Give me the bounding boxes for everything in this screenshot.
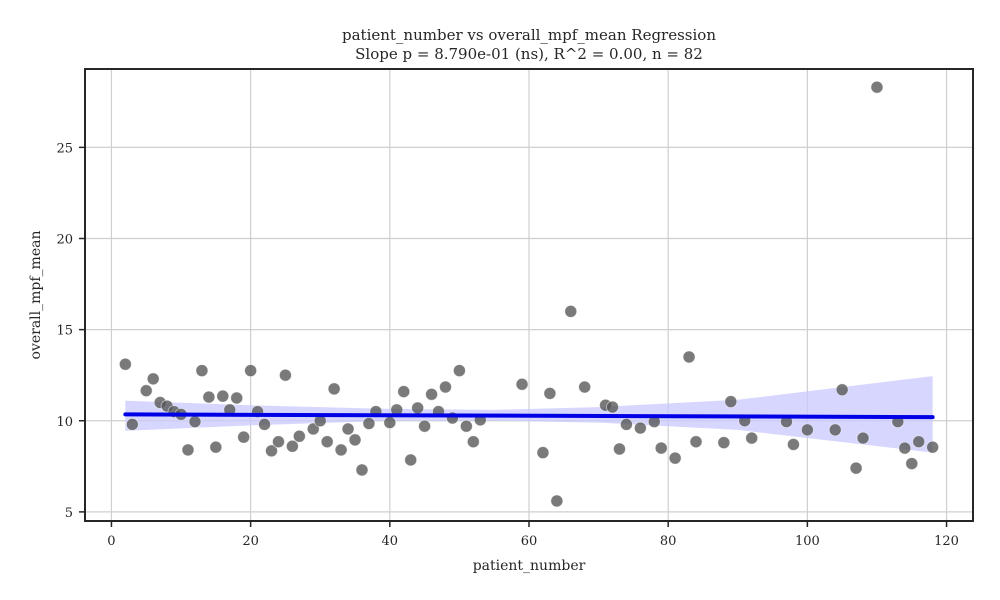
scatter-point bbox=[341, 422, 355, 436]
scatter-point bbox=[543, 387, 557, 400]
scatter-point bbox=[459, 419, 473, 433]
scatter-point bbox=[188, 415, 202, 429]
x-tick-label: 80 bbox=[660, 534, 677, 549]
scatter-point bbox=[835, 383, 849, 397]
scatter-point bbox=[355, 463, 369, 477]
scatter-point bbox=[550, 494, 564, 508]
scatter-point bbox=[870, 80, 884, 94]
y-tick-label: 10 bbox=[56, 415, 73, 430]
scatter-point bbox=[926, 440, 940, 454]
scatter-point bbox=[682, 350, 696, 364]
x-tick-label: 60 bbox=[521, 534, 538, 549]
scatter-point bbox=[320, 435, 334, 449]
scatter-point bbox=[515, 377, 529, 391]
scatter-point bbox=[404, 453, 418, 467]
scatter-point bbox=[195, 364, 209, 378]
scatter-point bbox=[613, 442, 626, 456]
scatter-point bbox=[209, 440, 223, 454]
scatter-point bbox=[118, 357, 132, 371]
scatter-point bbox=[849, 461, 863, 475]
scatter-point bbox=[668, 451, 682, 465]
scatter-point bbox=[285, 439, 299, 453]
scatter-point bbox=[578, 380, 592, 394]
y-axis-label: overall_mpf_mean bbox=[28, 231, 44, 360]
scatter-point bbox=[898, 441, 912, 455]
scatter-point bbox=[453, 364, 466, 378]
chart-title: patient_number vs overall_mpf_mean Regre… bbox=[342, 26, 716, 44]
x-tick-label: 20 bbox=[242, 534, 259, 549]
scatter-point bbox=[237, 430, 251, 444]
scatter-point bbox=[139, 384, 153, 398]
scatter-point bbox=[327, 382, 341, 396]
scatter-point bbox=[606, 400, 619, 414]
chart-subtitle: Slope p = 8.790e-01 (ns), R^2 = 0.00, n … bbox=[355, 45, 703, 63]
scatter-point bbox=[717, 436, 731, 450]
scatter-point bbox=[689, 435, 703, 449]
x-tick-label: 100 bbox=[795, 534, 820, 549]
scatter-point bbox=[216, 389, 230, 403]
scatter-point bbox=[181, 443, 195, 457]
scatter-point bbox=[912, 435, 926, 449]
scatter-point bbox=[425, 387, 438, 401]
scatter-point bbox=[258, 418, 271, 431]
scatter-point bbox=[362, 417, 376, 430]
scatter-point bbox=[633, 421, 647, 435]
scatter-point bbox=[230, 391, 244, 405]
scatter-point bbox=[202, 390, 216, 404]
scatter-point bbox=[418, 419, 432, 433]
scatter-point bbox=[439, 380, 452, 394]
axis-ticks: 0 20 40 60 80 100 120 5 10 15 20 25 bbox=[56, 141, 959, 549]
scatter-point bbox=[466, 435, 480, 449]
regression-line bbox=[123, 412, 935, 420]
scatter-point bbox=[724, 395, 738, 409]
scatter-point bbox=[564, 305, 578, 318]
scatter-point bbox=[620, 418, 633, 431]
scatter-point bbox=[745, 431, 759, 445]
scatter-point bbox=[334, 443, 348, 457]
scatter-point bbox=[536, 446, 550, 460]
scatter-point bbox=[397, 385, 411, 398]
scatter-point bbox=[348, 433, 362, 447]
scatter-point bbox=[828, 423, 842, 437]
x-tick-label: 120 bbox=[934, 534, 959, 549]
x-axis-label: patient_number bbox=[473, 558, 586, 574]
grid-lines bbox=[85, 69, 973, 521]
scatter-point bbox=[306, 422, 320, 436]
scatter-point bbox=[125, 418, 139, 431]
y-tick-label: 25 bbox=[56, 141, 73, 156]
scatter-point bbox=[279, 368, 292, 382]
scatter-point bbox=[654, 441, 668, 455]
scatter-point bbox=[272, 435, 285, 449]
y-tick-label: 20 bbox=[56, 233, 73, 248]
scatter-point bbox=[411, 401, 425, 415]
scatter-point bbox=[856, 431, 870, 445]
x-tick-label: 40 bbox=[382, 534, 399, 549]
scatter-points bbox=[118, 80, 940, 508]
regression-line-layer bbox=[123, 412, 935, 420]
y-tick-label: 15 bbox=[56, 324, 73, 339]
y-tick-label: 5 bbox=[65, 506, 73, 521]
scatter-point bbox=[800, 423, 814, 437]
scatter-point bbox=[146, 372, 160, 386]
scatter-point bbox=[787, 438, 800, 451]
scatter-point bbox=[383, 416, 397, 429]
scatter-point bbox=[292, 429, 306, 443]
x-tick-label: 0 bbox=[107, 534, 115, 549]
scatter-point bbox=[244, 364, 258, 378]
scatter-point bbox=[265, 444, 278, 458]
scatter-point bbox=[905, 457, 919, 470]
